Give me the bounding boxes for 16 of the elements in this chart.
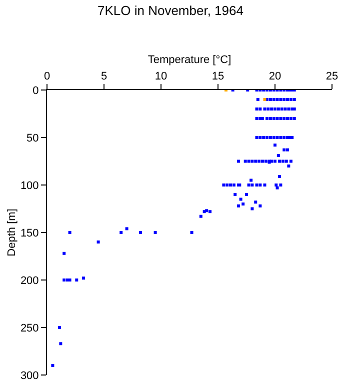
x-axis-title: Temperature [°C] <box>148 54 232 66</box>
y-tick-label: 300 <box>20 370 39 382</box>
x-tick-label: 5 <box>100 70 108 83</box>
y-tick-label: 0 <box>32 84 39 97</box>
y-tick-label: 200 <box>20 274 39 287</box>
x-tick-label: 0 <box>44 70 50 83</box>
y-axis-title: Depth [m] <box>6 208 18 256</box>
y-tick-label: 50 <box>26 132 39 144</box>
y-tick-label: 250 <box>20 322 39 334</box>
x-tick-label: 15 <box>212 70 224 83</box>
y-tick-label: 100 <box>20 180 39 192</box>
chart-title: 7KLO in November, 1964 <box>98 2 244 18</box>
y-tick-label: 150 <box>20 227 39 240</box>
x-tick-label: 20 <box>268 70 282 83</box>
x-tick-label: 10 <box>154 70 168 83</box>
x-tick-label: 25 <box>326 70 338 83</box>
